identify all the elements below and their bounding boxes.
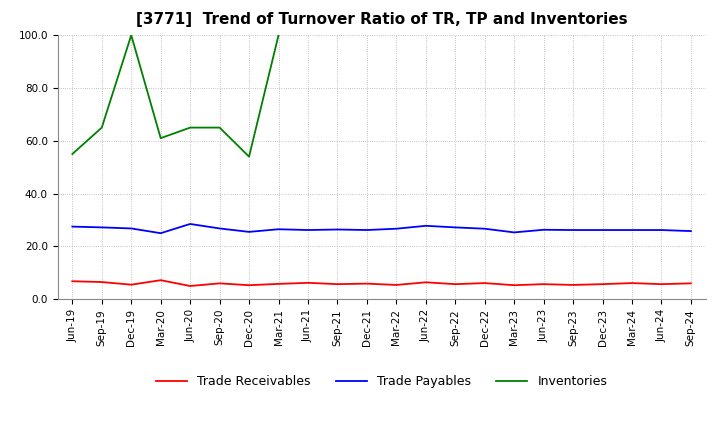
Trade Receivables	[657, 282, 666, 287]
Line: Trade Receivables: Trade Receivables	[72, 280, 691, 286]
Trade Payables	[245, 229, 253, 235]
Title: [3771]  Trend of Turnover Ratio of TR, TP and Inventories: [3771] Trend of Turnover Ratio of TR, TP…	[136, 12, 627, 27]
Legend: Trade Receivables, Trade Payables, Inventories: Trade Receivables, Trade Payables, Inven…	[151, 370, 612, 393]
Trade Payables	[628, 227, 636, 233]
Trade Receivables	[215, 281, 224, 286]
Inventories	[156, 136, 165, 141]
Inventories	[245, 154, 253, 159]
Trade Receivables	[97, 279, 106, 285]
Inventories	[215, 125, 224, 130]
Inventories	[97, 125, 106, 130]
Inventories	[274, 33, 283, 38]
Trade Payables	[480, 226, 489, 231]
Trade Receivables	[156, 278, 165, 283]
Trade Receivables	[451, 282, 459, 287]
Trade Receivables	[245, 282, 253, 288]
Trade Payables	[274, 227, 283, 232]
Trade Payables	[539, 227, 548, 232]
Trade Payables	[392, 226, 400, 231]
Trade Payables	[421, 223, 430, 228]
Trade Payables	[598, 227, 607, 233]
Trade Receivables	[274, 281, 283, 286]
Trade Payables	[363, 227, 372, 233]
Trade Receivables	[304, 280, 312, 286]
Trade Payables	[687, 228, 696, 234]
Trade Payables	[156, 231, 165, 236]
Trade Payables	[569, 227, 577, 233]
Trade Receivables	[186, 283, 194, 289]
Trade Receivables	[333, 282, 342, 287]
Trade Payables	[657, 227, 666, 233]
Trade Receivables	[628, 280, 636, 286]
Trade Payables	[68, 224, 76, 229]
Trade Payables	[97, 225, 106, 230]
Trade Payables	[127, 226, 135, 231]
Trade Receivables	[687, 281, 696, 286]
Trade Receivables	[480, 280, 489, 286]
Inventories	[186, 125, 194, 130]
Trade Payables	[451, 225, 459, 230]
Trade Receivables	[68, 279, 76, 284]
Trade Payables	[186, 221, 194, 227]
Trade Payables	[510, 230, 518, 235]
Trade Receivables	[392, 282, 400, 288]
Inventories	[127, 33, 135, 38]
Trade Receivables	[569, 282, 577, 288]
Trade Receivables	[598, 282, 607, 287]
Trade Payables	[215, 226, 224, 231]
Trade Receivables	[421, 280, 430, 285]
Line: Inventories: Inventories	[72, 35, 279, 157]
Inventories	[68, 151, 76, 157]
Trade Receivables	[539, 282, 548, 287]
Trade Receivables	[127, 282, 135, 287]
Trade Receivables	[510, 282, 518, 288]
Trade Payables	[333, 227, 342, 232]
Trade Receivables	[363, 281, 372, 286]
Trade Payables	[304, 227, 312, 233]
Line: Trade Payables: Trade Payables	[72, 224, 691, 233]
